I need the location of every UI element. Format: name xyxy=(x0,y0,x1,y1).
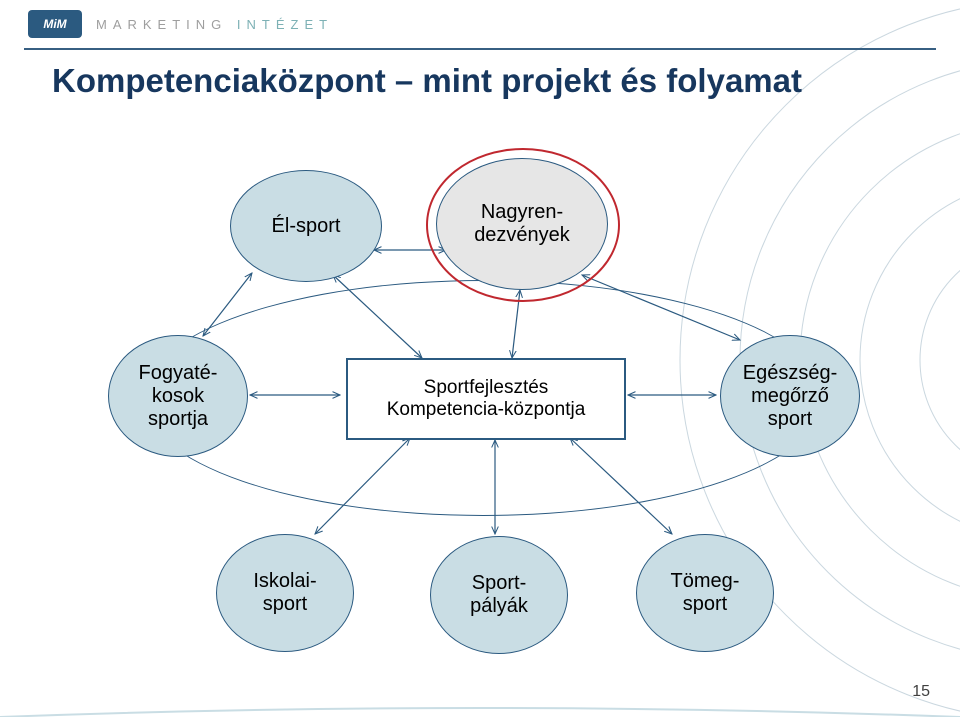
node-label: Tömeg- sport xyxy=(665,570,746,616)
node-el_sport: Él-sport xyxy=(230,170,382,282)
slide: MiM MARKETING INTÉZET Kompetenciaközpont… xyxy=(0,0,960,717)
node-fogyatekosok: Fogyaté- kosok sportja xyxy=(108,335,248,457)
node-nagyrend-ring xyxy=(426,148,620,302)
brand-word-teal: INTÉZET xyxy=(237,17,333,32)
node-tomegsport: Tömeg- sport xyxy=(636,534,774,652)
brand-logo: MiM xyxy=(28,10,82,38)
page-number: 15 xyxy=(912,683,930,701)
brand-logo-text: MiM xyxy=(43,17,66,31)
header-rule xyxy=(24,48,936,50)
node-sportpalyak: Sport- pályák xyxy=(430,536,568,654)
node-label: Él-sport xyxy=(266,215,347,238)
node-label: Fogyaté- kosok sportja xyxy=(133,362,224,431)
node-label: Egészség- megőrző sport xyxy=(737,362,844,431)
node-label: Sportfejlesztés Kompetencia-központja xyxy=(381,377,592,421)
node-kozpont: Sportfejlesztés Kompetencia-központja xyxy=(346,358,626,440)
header-bar: MiM MARKETING INTÉZET xyxy=(0,0,960,48)
node-label: Iskolai- sport xyxy=(247,570,322,616)
brand-wordmark: MARKETING INTÉZET xyxy=(96,17,333,32)
node-label: Sport- pályák xyxy=(464,572,534,618)
brand-word-grey: MARKETING xyxy=(96,17,227,32)
page-title: Kompetenciaközpont – mint projekt és fol… xyxy=(52,62,802,100)
node-iskolai: Iskolai- sport xyxy=(216,534,354,652)
node-egeszseg: Egészség- megőrző sport xyxy=(720,335,860,457)
footer-arc xyxy=(0,705,960,717)
